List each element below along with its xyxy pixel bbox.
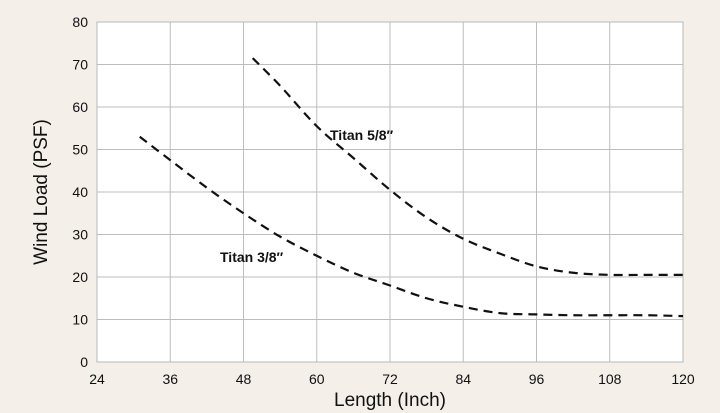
x-tick-label: 96 (529, 371, 545, 387)
series-label: Titan 3/8″ (220, 249, 284, 265)
x-tick-label: 84 (455, 371, 471, 387)
x-tick-label: 60 (309, 371, 325, 387)
y-tick-label: 0 (80, 354, 88, 370)
series-labels: Titan 5/8″ Titan 3/8″ (220, 127, 394, 265)
x-tick-label: 24 (89, 371, 105, 387)
x-tick-label: 48 (236, 371, 252, 387)
y-tick-label: 80 (72, 14, 88, 30)
y-tick-label: 20 (72, 269, 88, 285)
plot-frame (96, 21, 684, 363)
series-line (251, 57, 683, 277)
x-axis-title: Length (Inch) (334, 390, 446, 411)
y-axis-title: Wind Load (PSF) (31, 119, 52, 265)
y-tick-label: 70 (72, 57, 88, 73)
series-line (139, 135, 684, 318)
series-label: Titan 5/8″ (330, 127, 394, 143)
y-tick-label: 60 (72, 99, 88, 115)
x-tick-label: 108 (598, 371, 622, 387)
y-tick-label: 40 (72, 184, 88, 200)
y-tick-label: 30 (72, 227, 88, 243)
series-lines (139, 57, 684, 318)
y-tick-label: 50 (72, 142, 88, 158)
x-tick-label: 72 (382, 371, 398, 387)
x-tick-labels: 24 36 48 60 72 84 96 108 120 (89, 371, 695, 387)
x-tick-label: 120 (671, 371, 695, 387)
y-tick-label: 10 (72, 312, 88, 328)
x-tick-label: 36 (162, 371, 178, 387)
y-tick-labels: 0 10 20 30 40 50 60 70 80 (72, 14, 88, 370)
